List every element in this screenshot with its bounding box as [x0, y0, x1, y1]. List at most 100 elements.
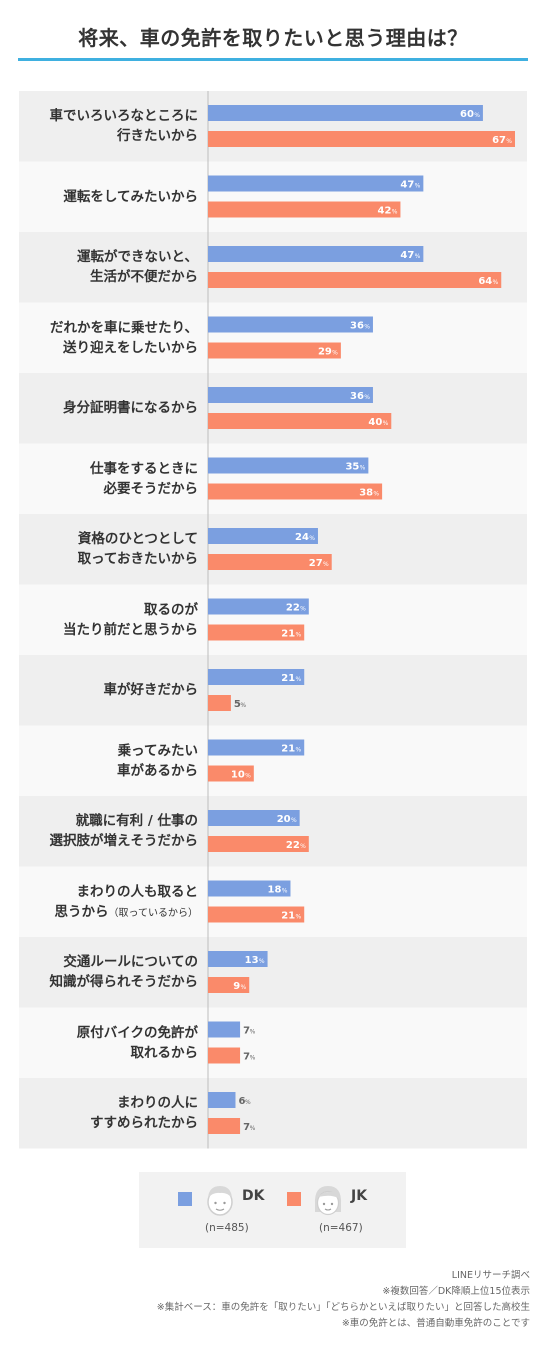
row-background [19, 232, 527, 303]
row-background [19, 443, 527, 514]
category-label: 交通ルールについての 知識が得られそうだから [49, 954, 199, 991]
data-label-jk: 7 [243, 1052, 250, 1063]
percent-sign: % [282, 888, 288, 895]
footnote-3: ※車の免許とは、普通自動車免許のことです [341, 1318, 530, 1329]
row-background [19, 514, 527, 585]
percent-sign: % [493, 279, 499, 286]
percent-sign: % [240, 702, 246, 709]
category-label: まわりの人も取ると 思うから（取っているから） [54, 883, 199, 920]
row-background [19, 584, 527, 655]
category-label: 運転ができないと、 生活が不便だから [77, 249, 198, 286]
percent-sign: % [474, 112, 480, 119]
bar-chart: 60 %67 %47 %42 %47 %64 %36 %29 %36 %40 %35 %38 %24 %2… [19, 91, 527, 1149]
percent-sign: % [373, 491, 379, 498]
bar-dk [208, 105, 483, 121]
category-label: 仕事をするときに 必要そうだから [90, 460, 198, 497]
bar-dk [208, 387, 373, 403]
row-background [19, 1078, 527, 1149]
legend: DK (n=485) JK (n=467) [139, 1172, 406, 1248]
data-label-dk: 24 [295, 532, 309, 543]
row-background [19, 796, 527, 867]
percent-sign: % [250, 1055, 256, 1062]
row-background [19, 1007, 527, 1078]
category-label: だれかを車に乗せたり、 送り迎えをしたいから [50, 319, 198, 356]
data-label-dk: 6 [238, 1096, 245, 1107]
data-label-jk: 42 [378, 206, 392, 217]
bar-jk [208, 272, 502, 288]
data-label-dk: 21 [281, 744, 295, 755]
bar-jk [208, 131, 515, 147]
percent-sign: % [259, 958, 265, 965]
data-label-jk: 67 [492, 135, 506, 146]
bar-jk [208, 836, 309, 852]
percent-sign: % [300, 606, 306, 613]
category-label: 取るのが 当たり前だと思うから [63, 601, 198, 638]
category-note: （取っているから） [108, 907, 199, 919]
bar-dk [208, 246, 424, 262]
data-label-jk: 27 [309, 558, 323, 569]
footnote-1: ※複数回答／DK降順上位15位表示 [382, 1286, 530, 1297]
row-background [19, 937, 527, 1008]
data-label-jk: 29 [318, 347, 332, 358]
data-label-jk: 64 [478, 276, 492, 287]
legend-swatch-dk [178, 1192, 192, 1206]
percent-sign: % [309, 535, 315, 542]
percent-sign: % [245, 1099, 251, 1106]
data-label-dk: 7 [243, 1026, 250, 1037]
row-background [19, 655, 527, 726]
percent-sign: % [506, 138, 512, 145]
percent-sign: % [392, 209, 398, 216]
bar-dk [208, 880, 291, 897]
category-label: 原付バイクの免許が 取れるから [76, 1024, 198, 1061]
percent-sign: % [296, 676, 302, 683]
percent-sign: % [415, 253, 421, 260]
percent-sign: % [332, 350, 338, 357]
bar-jk [208, 1047, 241, 1064]
data-label-jk: 21 [281, 911, 295, 922]
data-label-dk: 13 [245, 955, 259, 966]
bar-dk [208, 598, 309, 615]
row-background [19, 161, 527, 232]
legend-count-dk: (n=485) [205, 1222, 249, 1234]
category-label: 車でいろいろなところに 行きたいから [49, 108, 199, 145]
category-label: 車が好きだから [103, 682, 199, 699]
bar-dk [208, 739, 305, 756]
data-label-dk: 35 [345, 462, 359, 473]
bar-dk [208, 810, 300, 826]
data-label-jk: 10 [231, 770, 245, 781]
bar-dk [208, 457, 369, 474]
category-label: 運転をしてみたいから [63, 188, 198, 205]
boy-face-icon [207, 1186, 233, 1216]
category-label: 身分証明書になるから [63, 400, 198, 417]
percent-sign: % [300, 843, 306, 850]
bar-dk [208, 669, 305, 685]
percent-sign: % [250, 1125, 256, 1132]
percent-sign: % [323, 561, 329, 568]
bar-jk [208, 624, 305, 641]
percent-sign: % [291, 817, 297, 824]
percent-sign: % [364, 324, 370, 331]
footnote-2: ※集計ベース：車の免許を「取りたい」「どちらかといえば取りたい」と回答した高校生 [156, 1302, 530, 1313]
percent-sign: % [296, 914, 302, 921]
percent-sign: % [241, 984, 247, 991]
bar-jk [208, 554, 332, 570]
percent-sign: % [364, 394, 370, 401]
category-label: まわりの人に すすめられたから [90, 1095, 198, 1132]
percent-sign: % [250, 1029, 256, 1036]
bar-jk [208, 201, 401, 218]
percent-sign: % [360, 465, 366, 472]
bar-dk [208, 528, 318, 544]
data-label-dk: 36 [350, 391, 364, 402]
legend-count-jk: (n=467) [319, 1222, 363, 1234]
data-label-dk: 21 [281, 673, 295, 684]
data-label-dk: 22 [286, 603, 300, 614]
data-label-dk: 47 [400, 250, 414, 261]
bar-jk [208, 1118, 241, 1134]
percent-sign: % [415, 183, 421, 190]
data-label-jk: 38 [359, 488, 373, 499]
bar-jk [208, 342, 341, 359]
legend-label-jk: JK [351, 1188, 368, 1204]
data-label-jk: 22 [286, 840, 300, 851]
source-note: LINEリサーチ調べ [451, 1270, 530, 1281]
page-title: 将来、車の免許を取りたいと思う理由は？ [78, 26, 468, 50]
